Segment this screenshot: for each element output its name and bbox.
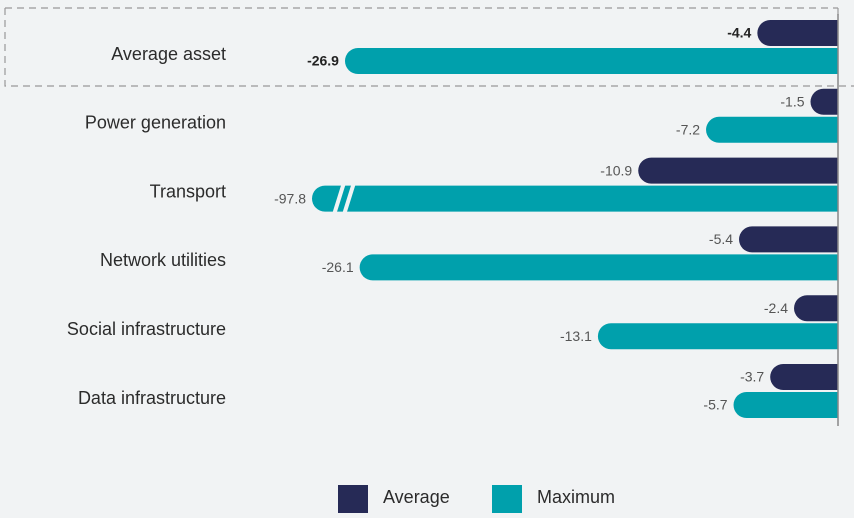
bar	[794, 295, 838, 322]
plot: Average asset -4.4 -26.9 Power generation -1…	[67, 20, 838, 418]
legend-label: Average	[383, 487, 450, 507]
category-label: Power generation	[85, 113, 226, 133]
legend-swatch	[492, 485, 522, 513]
bar	[638, 157, 838, 184]
category-label: Data infrastructure	[78, 388, 226, 408]
category-label: Average asset	[111, 44, 226, 64]
value-label: -4.4	[727, 25, 751, 41]
bar	[739, 226, 838, 253]
category-label: Network utilities	[100, 250, 226, 270]
axis-break	[332, 182, 356, 216]
legend-label: Maximum	[537, 487, 615, 507]
value-label: -1.5	[780, 94, 804, 110]
bar	[733, 392, 838, 418]
bar	[359, 254, 838, 281]
value-label: -10.9	[600, 162, 632, 178]
bar	[757, 20, 838, 46]
value-label: -7.2	[676, 122, 700, 138]
value-label: -26.1	[322, 259, 354, 275]
value-label: -97.8	[274, 190, 306, 206]
legend-swatch	[338, 485, 368, 513]
value-label: -3.7	[740, 369, 764, 385]
legend: Average Maximum	[338, 485, 615, 513]
category-label: Transport	[150, 181, 226, 201]
bar	[770, 364, 838, 390]
bar	[597, 323, 838, 350]
value-label: -5.4	[709, 231, 733, 247]
bar	[344, 48, 838, 74]
value-label: -13.1	[560, 328, 592, 344]
category-label: Social infrastructure	[67, 319, 226, 339]
value-label: -26.9	[307, 53, 339, 69]
value-label: -2.4	[764, 300, 788, 316]
bar	[312, 185, 838, 212]
value-label: -5.7	[703, 397, 727, 413]
bar	[810, 88, 838, 115]
bar	[706, 116, 838, 143]
